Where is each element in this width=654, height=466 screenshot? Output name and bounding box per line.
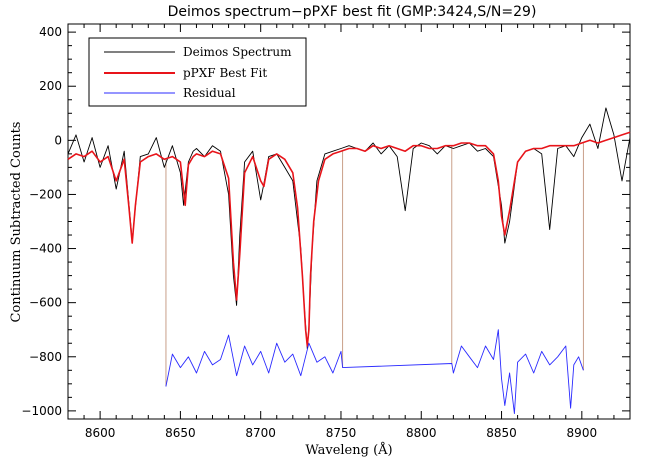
x-tick-label: 8800	[406, 426, 437, 440]
x-axis-ticks: 8600 8650 8700 8750 8800 8850 8900	[67, 24, 631, 440]
y-tick-label: −400	[29, 242, 62, 256]
y-axis-label: Continuum Subtracted Counts	[9, 122, 24, 323]
y-tick-label: 0	[54, 133, 62, 147]
y-tick-label: −800	[29, 350, 62, 364]
x-tick-label: 8750	[326, 426, 357, 440]
series-line-spectrum	[67, 107, 631, 350]
legend: Deimos Spectrum pPXF Best Fit Residual	[88, 37, 307, 107]
y-tick-label: −1000	[21, 404, 62, 418]
series-line-fit	[67, 131, 631, 347]
x-tick-label: 8600	[85, 426, 116, 440]
legend-label-spectrum: Deimos Spectrum	[183, 45, 292, 59]
y-tick-label: 200	[39, 79, 62, 93]
x-tick-label: 8650	[165, 426, 196, 440]
x-tick-label: 8900	[567, 426, 598, 440]
x-tick-label: 8700	[245, 426, 276, 440]
series-layer	[67, 107, 631, 415]
series-line-residual	[165, 329, 584, 415]
x-tick-label: 8850	[486, 426, 517, 440]
mask-boundary-lines	[165, 142, 584, 387]
chart-title: Deimos spectrum−pPXF best fit (GMP:3424,…	[168, 4, 537, 20]
y-tick-label: 400	[39, 25, 62, 39]
y-tick-label: −200	[29, 187, 62, 201]
legend-label-fit: pPXF Best Fit	[183, 66, 267, 80]
y-tick-label: −600	[29, 296, 62, 310]
y-axis-ticks: 400 200 0 −200 −400 −600 −800 −1000	[21, 25, 630, 418]
legend-label-residual: Residual	[183, 86, 236, 100]
x-axis-label: Waveleng (Å)	[305, 442, 392, 458]
